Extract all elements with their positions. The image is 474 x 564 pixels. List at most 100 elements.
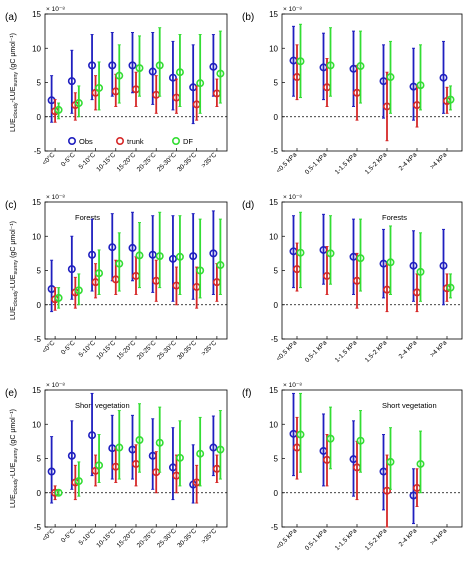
y-tick-label: -5: [34, 147, 42, 156]
panel-e: -5 0 5 10 15 × 10⁻⁸ (e) <0°C 0-5°C 5-10°C10-15°C1…: [5, 382, 228, 550]
data-point: [326, 249, 335, 258]
series-trunk: [292, 44, 451, 142]
x-tick-label: 15-20°C: [115, 339, 138, 362]
panel-label: (c): [5, 200, 17, 211]
data-point: [135, 251, 144, 260]
x-tick-label: <0.5 kPa: [275, 339, 298, 362]
y-multiplier: × 10⁻⁸: [46, 382, 65, 389]
y-axis-label-part: LUE: [10, 306, 17, 320]
data-point: [148, 250, 157, 259]
x-tick-label: 0-5°C: [59, 527, 77, 545]
data-point: [128, 61, 137, 70]
y-axis-label-part: (gC μmol⁻¹): [10, 33, 17, 72]
data-point: [148, 67, 157, 76]
y-tick-label: 15: [269, 198, 278, 207]
legend-label-obs: Obs: [79, 137, 93, 146]
y-tick-label: 15: [32, 386, 41, 395]
y-axis-label: LUEcloudy-LUEsunny (gC μmol⁻¹): [10, 221, 19, 320]
x-tick-label: 25-30°C: [155, 339, 178, 362]
panel-annotation: Forests: [75, 213, 100, 222]
x-tick-label: 20-25°C: [135, 339, 158, 362]
x-tick-label: 5-10°C: [77, 527, 97, 547]
y-tick-label: -5: [34, 335, 42, 344]
x-tick-label: 1-1.5 kPa: [334, 151, 359, 176]
panel-c: -5 0 5 10 15 × 10⁻⁸ (c) <0°C 0-5°C 5-10°C10-15°C1…: [5, 194, 228, 362]
y-tick-label: 5: [274, 455, 279, 464]
data-point: [95, 461, 104, 470]
x-tick-label: >4 kPa: [429, 151, 449, 171]
data-point: [95, 83, 104, 92]
plot-area: [281, 13, 463, 152]
y-tick-label: 5: [37, 267, 42, 276]
series-obs: [289, 213, 448, 306]
series-df: [54, 211, 225, 309]
data-point: [296, 57, 305, 66]
x-tick-label: 20-25°C: [135, 151, 158, 174]
x-tick-label: 0.5-1 kPa: [304, 339, 329, 364]
y-tick-label: 5: [274, 79, 279, 88]
y-axis-label-part: LUE: [10, 494, 17, 508]
data-point: [446, 95, 455, 104]
data-point: [95, 269, 104, 278]
data-point: [128, 243, 137, 252]
panel-f: -5 0 5 10 15 × 10⁻⁸ (f) <0.5 kPa 0.5-1 kPa 1-1.5 …: [242, 382, 463, 552]
series-trunk: [51, 71, 221, 123]
data-point: [296, 248, 305, 257]
x-tick-label: 0.5-1 kPa: [304, 527, 329, 552]
y-tick-label: 10: [269, 44, 278, 53]
x-tick-label: >35°C: [200, 339, 219, 358]
y-tick-label: 15: [32, 10, 41, 19]
x-tick-label: <0.5 kPa: [275, 151, 298, 174]
y-axis-label-part: LUE: [10, 118, 17, 132]
panel-label: (f): [242, 388, 251, 399]
data-point: [356, 254, 365, 263]
y-tick-label: -5: [271, 523, 279, 532]
x-tick-label: 10-15°C: [95, 527, 118, 550]
y-tick-label: -5: [271, 335, 279, 344]
data-point: [326, 61, 335, 70]
data-point: [216, 261, 225, 270]
y-tick-label: 15: [269, 10, 278, 19]
x-tick-label: 2-4 kPa: [398, 527, 419, 548]
series-df: [296, 211, 455, 302]
data-point: [115, 71, 124, 80]
y-tick-label: 10: [32, 420, 41, 429]
y-tick-label: 0: [274, 301, 279, 310]
y-tick-label: 0: [274, 489, 279, 498]
data-point: [209, 443, 218, 452]
y-tick-label: -5: [34, 523, 42, 532]
y-multiplier: × 10⁻⁸: [283, 194, 302, 201]
data-point: [175, 68, 184, 77]
x-tick-label: 1.5-2 kPa: [364, 151, 389, 176]
x-tick-label: >4 kPa: [429, 527, 449, 547]
series-df: [54, 27, 225, 120]
data-point: [416, 81, 425, 90]
panel-label: (a): [5, 12, 17, 23]
data-point: [74, 477, 83, 486]
data-point: [108, 61, 117, 70]
panel-annotation: Short vegetation: [75, 401, 130, 410]
x-tick-label: <0°C: [40, 339, 56, 355]
data-point: [356, 62, 365, 71]
data-point: [155, 61, 164, 70]
data-point: [409, 261, 418, 270]
panel-label: (b): [242, 12, 254, 23]
data-point: [54, 293, 63, 302]
data-point: [386, 73, 395, 82]
data-point: [216, 69, 225, 78]
legend-marker-df: [172, 137, 181, 146]
series-obs: [47, 392, 218, 504]
x-tick-label: <0.5 kPa: [275, 527, 298, 550]
y-axis-label-part: cloudy: [13, 478, 19, 494]
y-tick-label: 10: [32, 232, 41, 241]
y-multiplier: × 10⁻⁸: [283, 6, 302, 13]
panel-d: -5 0 5 10 15 × 10⁻⁸ (d) <0.5 kPa 0.5-1 kPa 1-1.5 …: [242, 194, 463, 364]
x-tick-label: 15-20°C: [115, 527, 138, 550]
data-point: [67, 451, 76, 460]
data-point: [189, 252, 198, 261]
data-point: [196, 266, 205, 275]
data-point: [175, 453, 184, 462]
x-tick-label: 30-35°C: [176, 527, 199, 550]
y-axis-label-part: -LUE: [10, 462, 17, 478]
